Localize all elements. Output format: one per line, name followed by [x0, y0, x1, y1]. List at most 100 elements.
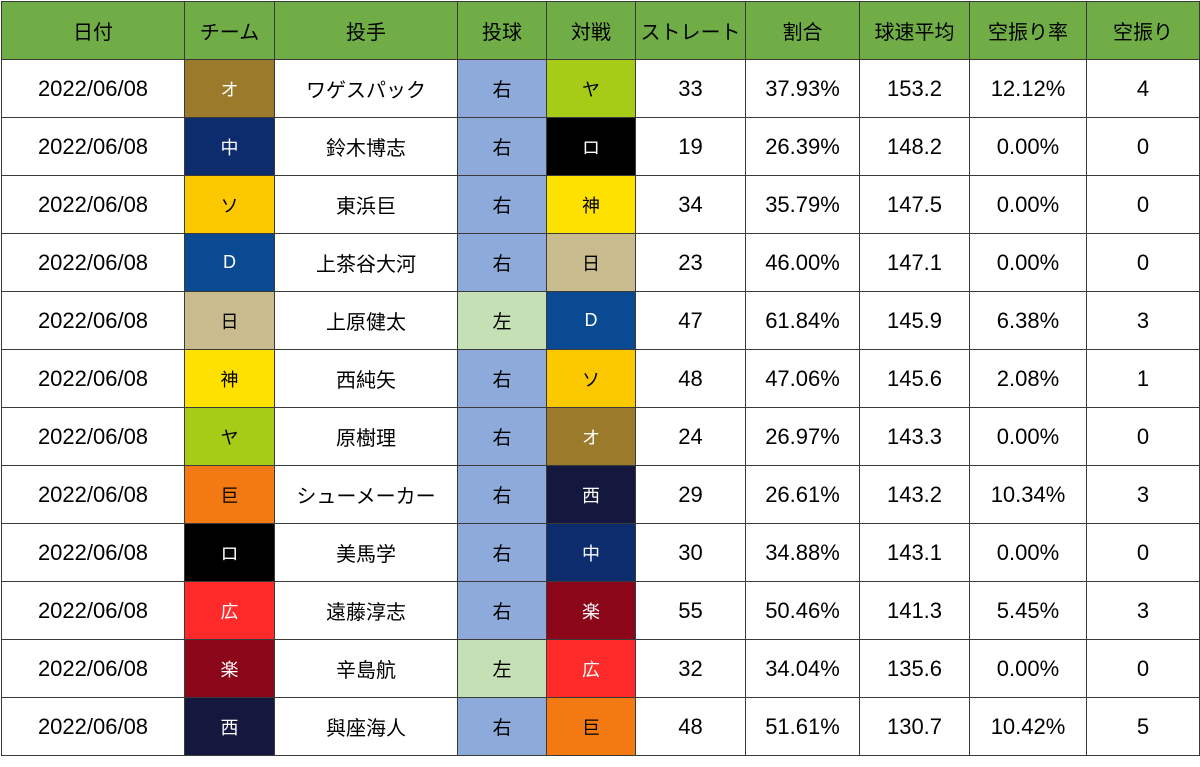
- header-ratio: 割合: [745, 1, 860, 60]
- opponent-cell: 神: [546, 175, 636, 234]
- header-straight: ストレート: [635, 1, 746, 60]
- whiff-rate-cell: 6.38%: [969, 291, 1087, 350]
- whiffs-cell: 4: [1086, 59, 1200, 118]
- ratio-cell: 61.84%: [745, 291, 860, 350]
- ratio-cell: 37.93%: [745, 59, 860, 118]
- opponent-cell: 日: [546, 233, 636, 292]
- whiff-rate-cell: 0.00%: [969, 639, 1087, 698]
- whiffs-cell: 3: [1086, 465, 1200, 524]
- opponent-cell: 楽: [546, 581, 636, 640]
- whiff-rate-cell: 0.00%: [969, 407, 1087, 466]
- ratio-cell: 51.61%: [745, 697, 860, 756]
- header-row: 日付 チーム 投手 投球 対戦 ストレート 割合 球速平均 空振り率 空振り: [1, 1, 1200, 60]
- ratio-cell: 26.61%: [745, 465, 860, 524]
- date-cell: 2022/06/08: [1, 233, 185, 292]
- straight-count-cell: 24: [635, 407, 746, 466]
- opponent-cell: 中: [546, 523, 636, 582]
- table-row: 2022/06/08 D 上茶谷大河右日 23 46.00% 147.1 0.00% 0: [1, 233, 1200, 292]
- straight-count-cell: 30: [635, 523, 746, 582]
- opponent-cell: ヤ: [546, 59, 636, 118]
- straight-count-cell: 55: [635, 581, 746, 640]
- date-cell: 2022/06/08: [1, 639, 185, 698]
- team-cell: 巨: [184, 465, 275, 524]
- header-whiff-rate: 空振り率: [969, 1, 1087, 60]
- opponent-cell: ソ: [546, 349, 636, 408]
- whiff-rate-cell: 0.00%: [969, 233, 1087, 292]
- pitcher-cell: 上原健太: [274, 291, 458, 350]
- table-row: 2022/06/08 西與座海人右巨 48 51.61% 130.7 10.42% 5: [1, 697, 1200, 756]
- table-row: 2022/06/08 オワゲスパック右ヤ 33 37.93% 153.2 12.12% 4: [1, 59, 1200, 118]
- header-opponent: 対戦: [546, 1, 636, 60]
- avg-speed-cell: 147.1: [859, 233, 970, 292]
- team-cell: オ: [184, 59, 275, 118]
- date-cell: 2022/06/08: [1, 465, 185, 524]
- date-cell: 2022/06/08: [1, 349, 185, 408]
- header-avg-speed: 球速平均: [859, 1, 970, 60]
- ratio-cell: 35.79%: [745, 175, 860, 234]
- whiffs-cell: 0: [1086, 233, 1200, 292]
- team-cell: ソ: [184, 175, 275, 234]
- table-row: 2022/06/08 楽辛島航左広 32 34.04% 135.6 0.00% 0: [1, 639, 1200, 698]
- whiffs-cell: 5: [1086, 697, 1200, 756]
- team-cell: 神: [184, 349, 275, 408]
- header-team: チーム: [184, 1, 275, 60]
- hand-cell: 右: [457, 175, 547, 234]
- avg-speed-cell: 153.2: [859, 59, 970, 118]
- team-cell: 楽: [184, 639, 275, 698]
- hand-cell: 右: [457, 117, 547, 176]
- hand-cell: 右: [457, 581, 547, 640]
- avg-speed-cell: 147.5: [859, 175, 970, 234]
- pitcher-cell: 鈴木博志: [274, 117, 458, 176]
- whiff-rate-cell: 10.42%: [969, 697, 1087, 756]
- whiff-rate-cell: 12.12%: [969, 59, 1087, 118]
- header-hand: 投球: [457, 1, 547, 60]
- pitcher-cell: ワゲスパック: [274, 59, 458, 118]
- hand-cell: 左: [457, 639, 547, 698]
- pitcher-cell: 東浜巨: [274, 175, 458, 234]
- date-cell: 2022/06/08: [1, 175, 185, 234]
- team-cell: 日: [184, 291, 275, 350]
- team-cell: 広: [184, 581, 275, 640]
- hand-cell: 右: [457, 407, 547, 466]
- pitcher-cell: 美馬学: [274, 523, 458, 582]
- header-pitcher: 投手: [274, 1, 458, 60]
- ratio-cell: 34.88%: [745, 523, 860, 582]
- hand-cell: 右: [457, 349, 547, 408]
- opponent-cell: 西: [546, 465, 636, 524]
- date-cell: 2022/06/08: [1, 581, 185, 640]
- header-whiffs: 空振り: [1086, 1, 1200, 60]
- whiff-rate-cell: 5.45%: [969, 581, 1087, 640]
- pitcher-cell: 原樹理: [274, 407, 458, 466]
- ratio-cell: 26.39%: [745, 117, 860, 176]
- hand-cell: 右: [457, 59, 547, 118]
- whiff-rate-cell: 2.08%: [969, 349, 1087, 408]
- straight-count-cell: 33: [635, 59, 746, 118]
- whiffs-cell: 0: [1086, 523, 1200, 582]
- pitcher-cell: 辛島航: [274, 639, 458, 698]
- opponent-cell: ロ: [546, 117, 636, 176]
- whiffs-cell: 1: [1086, 349, 1200, 408]
- hand-cell: 右: [457, 523, 547, 582]
- opponent-cell: D: [546, 291, 636, 350]
- opponent-cell: オ: [546, 407, 636, 466]
- header-date: 日付: [1, 1, 185, 60]
- ratio-cell: 26.97%: [745, 407, 860, 466]
- whiff-rate-cell: 0.00%: [969, 523, 1087, 582]
- hand-cell: 右: [457, 465, 547, 524]
- date-cell: 2022/06/08: [1, 59, 185, 118]
- whiff-rate-cell: 0.00%: [969, 117, 1087, 176]
- table-row: 2022/06/08 広遠藤淳志右楽 55 50.46% 141.3 5.45% 3: [1, 581, 1200, 640]
- team-cell: ロ: [184, 523, 275, 582]
- straight-count-cell: 48: [635, 349, 746, 408]
- table-row: 2022/06/08 ロ美馬学右中 30 34.88% 143.1 0.00% 0: [1, 523, 1200, 582]
- straight-count-cell: 29: [635, 465, 746, 524]
- straight-count-cell: 32: [635, 639, 746, 698]
- ratio-cell: 46.00%: [745, 233, 860, 292]
- pitcher-cell: 遠藤淳志: [274, 581, 458, 640]
- hand-cell: 右: [457, 697, 547, 756]
- avg-speed-cell: 143.2: [859, 465, 970, 524]
- ratio-cell: 47.06%: [745, 349, 860, 408]
- straight-count-cell: 47: [635, 291, 746, 350]
- team-cell: 西: [184, 697, 275, 756]
